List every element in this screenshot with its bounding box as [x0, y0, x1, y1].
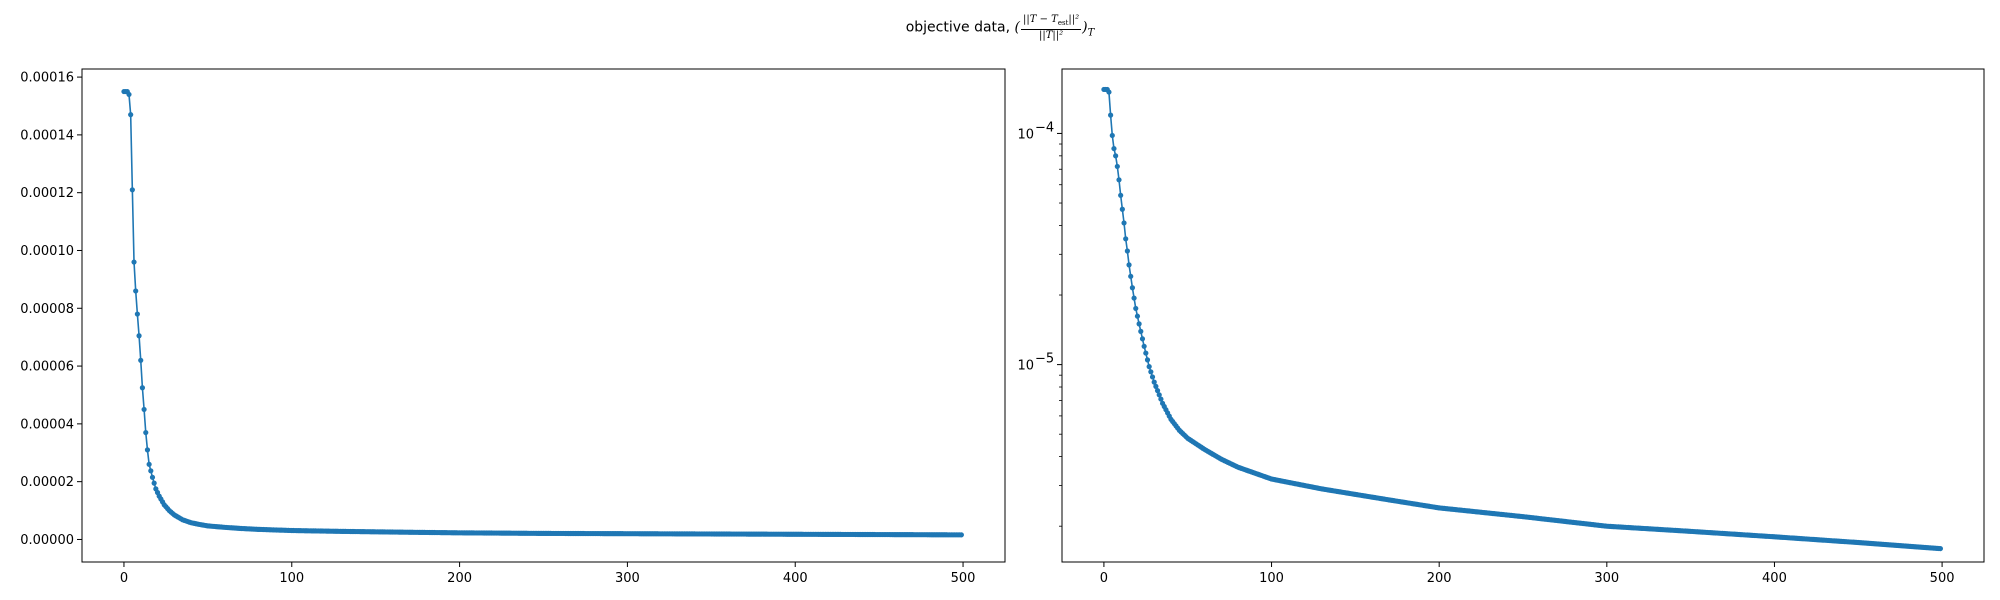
data-point: [1151, 379, 1157, 385]
data-point: [1126, 262, 1132, 268]
axes-frame: [81, 68, 1006, 563]
data-point: [1156, 392, 1162, 398]
data-point: [149, 474, 156, 480]
x-tick-label: 100: [1259, 571, 1284, 586]
title-subscript: T: [1087, 27, 1095, 39]
y-tick-label: 10: [1017, 127, 1034, 142]
x-tick-label: 500: [1930, 571, 1955, 586]
x-tick-label: 300: [615, 571, 640, 586]
data-point: [1149, 374, 1156, 380]
data-point: [1106, 89, 1112, 95]
data-point: [1143, 350, 1149, 356]
title-numerator-main: ||T − T: [1023, 14, 1058, 25]
data-point: [1138, 328, 1144, 334]
data-point: [138, 357, 144, 363]
data-point: [1937, 545, 1944, 552]
y-tick-label-exponent: −4: [1035, 120, 1054, 135]
x-tick-label: 0: [1100, 571, 1108, 586]
axes-frame: [1061, 68, 1985, 563]
series-line: [123, 90, 962, 536]
data-point: [133, 288, 139, 294]
data-point: [131, 259, 137, 265]
y-tick-label: 0.00002: [20, 475, 74, 490]
data-point: [143, 429, 149, 436]
data-point: [1146, 364, 1152, 370]
data-point: [1119, 206, 1125, 212]
title-fraction: ||T − Test||² ||T||²: [1021, 14, 1082, 41]
data-point: [1129, 285, 1136, 291]
series-line: [1103, 88, 1941, 550]
x-tick-label: 300: [1594, 571, 1619, 586]
data-point: [1121, 220, 1127, 226]
data-point: [1134, 313, 1141, 319]
y-tick-label: 0.00010: [20, 244, 74, 259]
y-tick-label: 0.00000: [20, 533, 74, 548]
x-tick-label: 200: [447, 571, 472, 586]
data-point: [1128, 273, 1134, 279]
x-tick-label: 400: [1762, 571, 1787, 586]
data-point: [1124, 248, 1130, 254]
y-tick-label: 10: [1017, 359, 1034, 374]
data-point: [139, 385, 146, 391]
figure-title: objective data, (||T − Test||² ||T||²)T: [0, 14, 2000, 41]
data-point: [134, 311, 140, 317]
data-point: [1153, 383, 1159, 389]
data-point: [1113, 153, 1119, 159]
data-point: [1139, 336, 1146, 342]
title-denominator: ||T||²: [1038, 30, 1064, 41]
data-point: [1136, 321, 1142, 327]
data-point: [141, 406, 147, 413]
data-point: [1118, 192, 1124, 198]
data-point: [151, 480, 157, 486]
data-point: [126, 91, 132, 98]
x-tick-label: 500: [951, 571, 976, 586]
data-point: [136, 333, 142, 339]
y-tick-label: 0.00012: [20, 186, 74, 201]
data-point: [144, 447, 151, 453]
data-point: [129, 187, 135, 193]
title-paren-open: (: [1014, 19, 1020, 36]
data-point: [1111, 145, 1117, 152]
title-paren-close: ): [1082, 19, 1088, 36]
y-tick-label-exponent: −5: [1035, 352, 1054, 367]
data-point: [1114, 163, 1120, 170]
data-point: [1141, 343, 1147, 349]
series-markers: [1101, 86, 1944, 552]
x-tick-label: 200: [1427, 571, 1452, 586]
y-tick-label: 0.00016: [20, 71, 74, 86]
data-point: [148, 468, 154, 474]
data-point: [146, 461, 152, 467]
y-tick-label: 0.00008: [20, 302, 74, 317]
data-point: [1144, 357, 1151, 363]
data-point: [958, 532, 964, 538]
y-tick-label: 0.00004: [20, 417, 74, 432]
x-tick-label: 400: [783, 571, 808, 586]
data-point: [1131, 295, 1137, 301]
data-point: [1123, 236, 1129, 242]
left-axes-linear: 0 100 200 300 400 500 0.00000 0.00002 0.00004 0.0…: [20, 68, 1006, 586]
figure-title-text: objective data,: [905, 19, 1011, 36]
data-point: [1116, 177, 1122, 183]
x-tick-label: 0: [120, 571, 128, 586]
data-point: [1133, 305, 1139, 312]
title-numerator: ||T − Test||²: [1021, 14, 1082, 30]
data-point: [1148, 369, 1154, 375]
series-markers: [121, 88, 964, 538]
y-tick-label: 0.00014: [20, 128, 74, 143]
data-point: [1154, 388, 1161, 394]
title-numerator-tail: ||²: [1068, 14, 1080, 25]
y-tick-label: 0.00006: [20, 360, 74, 375]
data-point: [1109, 132, 1115, 139]
title-numerator-sub: est: [1057, 19, 1069, 27]
data-point: [1108, 112, 1114, 118]
x-tick-label: 100: [279, 571, 304, 586]
data-point: [1158, 396, 1164, 402]
data-point: [128, 112, 134, 118]
